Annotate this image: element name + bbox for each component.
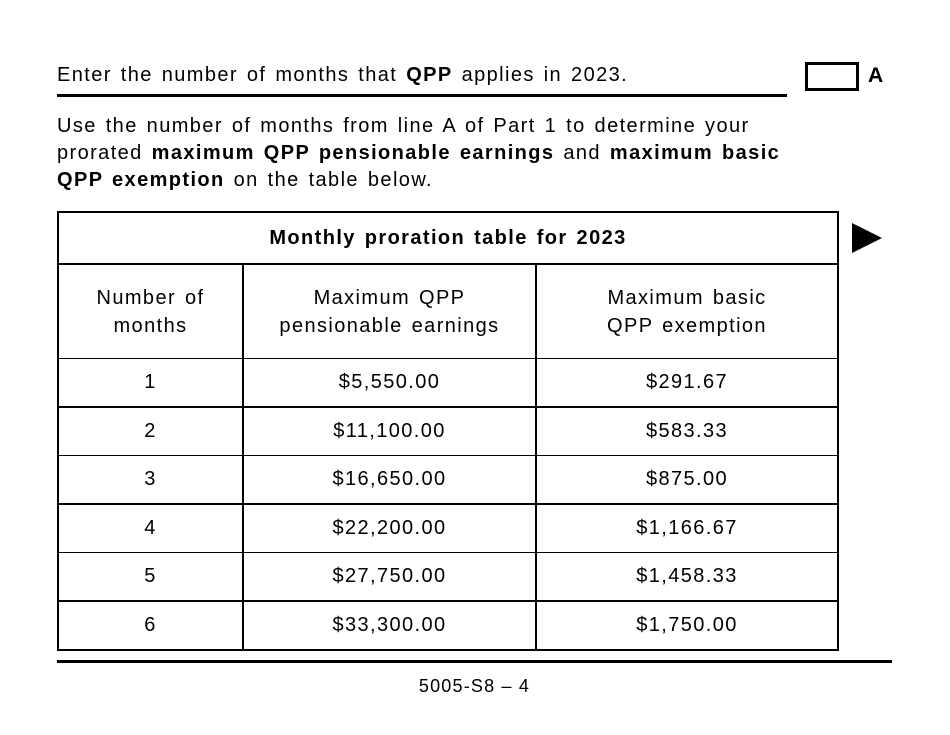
text-segment: on the table below. — [224, 169, 434, 191]
table-cell: $16,650.00 — [242, 455, 536, 504]
column-header-max-basic-exemption: Maximum basic QPP exemption — [534, 264, 839, 359]
table-header-row: Number of months Maximum QPP pensionable… — [58, 264, 839, 359]
table-title: Monthly proration table for 2023 — [58, 212, 839, 265]
table-cell: 5 — [58, 552, 243, 601]
table-cell: $583.33 — [534, 406, 839, 456]
table-cell: $291.67 — [534, 358, 839, 407]
text-segment: and — [554, 142, 610, 164]
table-cell: $1,166.67 — [534, 503, 839, 553]
proration-table: Monthly proration table for 2023 Number … — [57, 211, 840, 651]
right-arrow-icon — [852, 223, 882, 253]
table-cell: $22,200.00 — [242, 503, 536, 553]
text-segment: Use the number of months from line A of … — [57, 115, 750, 137]
line-a-label: A — [868, 64, 885, 87]
intro-line: Use the number of months from line A of … — [57, 113, 892, 140]
page-number: 5005-S8 – 4 — [418, 676, 531, 696]
table-row: 4 $22,200.00 $1,166.67 — [58, 503, 839, 553]
table-cell: 3 — [58, 455, 243, 504]
table-cell: $11,100.00 — [242, 406, 536, 456]
line-a-instruction: Enter the number of months that QPP appl… — [57, 60, 787, 97]
table-body: 1 $5,550.00 $291.67 2 $11,100.00 $583.33 3 $16,… — [58, 358, 839, 650]
table-cell: 2 — [58, 406, 243, 456]
line-a-input-box[interactable] — [805, 62, 859, 91]
line-a-row: Enter the number of months that QPP appl… — [57, 60, 892, 97]
page-content: Enter the number of months that QPP appl… — [57, 0, 892, 697]
table-row: 1 $5,550.00 $291.67 — [58, 358, 839, 407]
text-segment: maximum basic — [609, 142, 781, 164]
table-row: 2 $11,100.00 $583.33 — [58, 406, 839, 456]
table-cell: $1,458.33 — [534, 552, 839, 601]
text-segment: QPP exemption — [57, 169, 225, 191]
text-segment: prorated — [57, 142, 152, 164]
proration-table-wrapper: Monthly proration table for 2023 Number … — [57, 211, 882, 651]
table-cell: 4 — [58, 503, 243, 553]
table-cell: $27,750.00 — [242, 552, 536, 601]
column-header-number-of-months: Number of months — [58, 264, 243, 359]
table-row: 5 $27,750.00 $1,458.33 — [58, 552, 839, 601]
table-row: 6 $33,300.00 $1,750.00 — [58, 600, 839, 650]
table-row: 3 $16,650.00 $875.00 — [58, 455, 839, 504]
intro-line: prorated maximum QPP pensionable earning… — [57, 140, 892, 167]
table-cell: $5,550.00 — [242, 358, 536, 407]
table-title-row: Monthly proration table for 2023 — [58, 212, 839, 265]
intro-line: QPP exemption on the table below. — [57, 167, 892, 194]
table-cell: $1,750.00 — [534, 600, 839, 650]
intro-paragraph: Use the number of months from line A of … — [57, 113, 892, 194]
table-cell: 6 — [58, 600, 243, 650]
column-header-max-pensionable-earnings: Maximum QPP pensionable earnings — [242, 264, 536, 359]
table-cell: 1 — [58, 358, 243, 407]
text-segment: QPP — [406, 64, 453, 86]
text-segment: maximum QPP pensionable earnings — [151, 142, 555, 164]
text-segment: Enter the number of months that — [57, 64, 407, 86]
table-cell: $875.00 — [534, 455, 839, 504]
table-cell: $33,300.00 — [242, 600, 536, 650]
footer-divider — [57, 660, 892, 663]
text-segment: applies in 2023. — [452, 64, 629, 86]
